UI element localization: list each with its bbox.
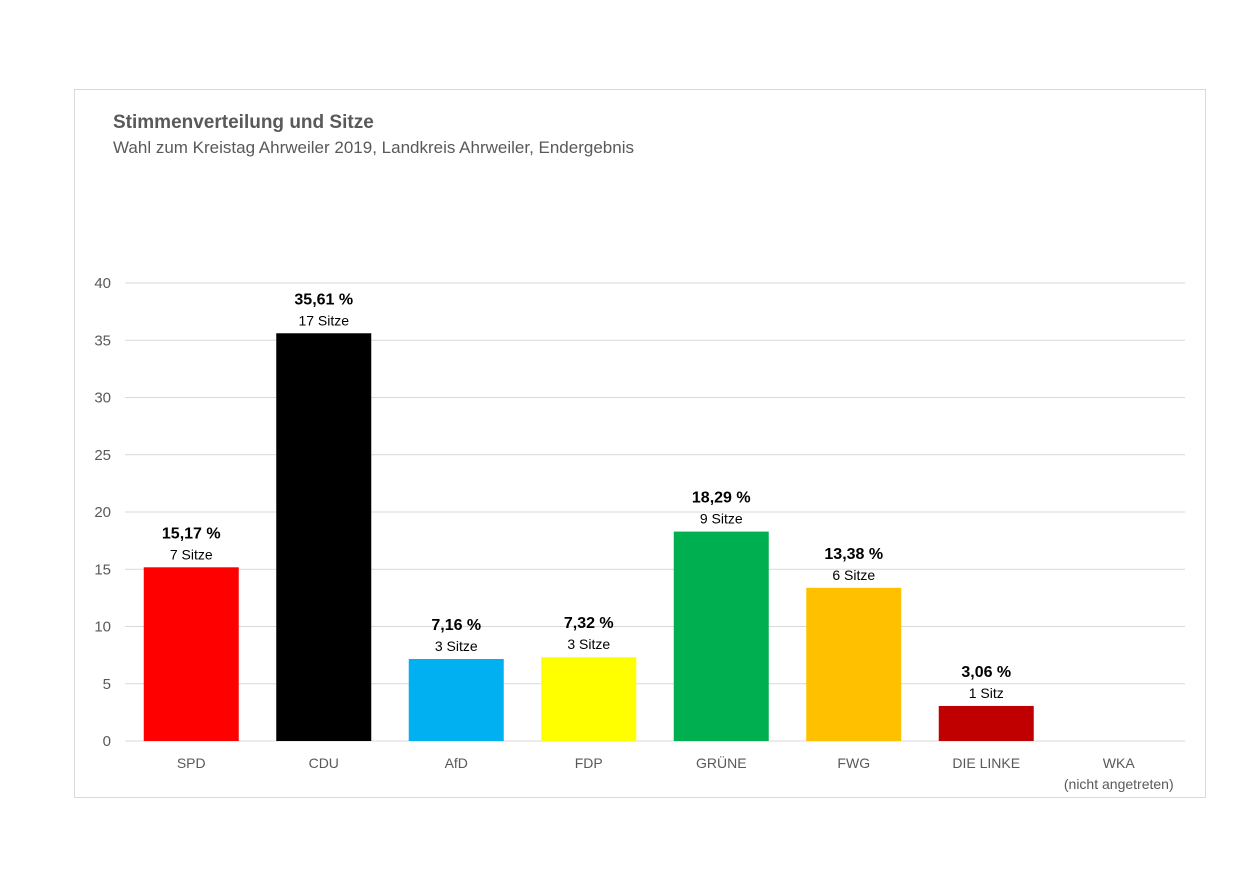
data-label-percent: 13,38 % xyxy=(824,546,883,563)
x-category-label: GRÜNE xyxy=(696,754,747,771)
data-label-percent: 18,29 % xyxy=(692,490,751,507)
y-tick-label: 40 xyxy=(94,275,111,292)
data-label-seats: 3 Sitze xyxy=(567,636,610,652)
y-tick-label: 30 xyxy=(94,390,111,407)
x-category-note: (nicht angetreten) xyxy=(1064,776,1174,792)
data-label-percent: 7,32 % xyxy=(564,615,614,632)
bar-spd xyxy=(143,567,239,741)
y-tick-label: 10 xyxy=(94,619,111,636)
data-label-seats: 7 Sitze xyxy=(170,546,213,562)
data-label-seats: 9 Sitze xyxy=(700,511,743,527)
data-label-percent: 35,61 % xyxy=(294,291,353,308)
data-label-percent: 7,16 % xyxy=(431,617,481,634)
x-category-label: WKA xyxy=(1103,755,1136,771)
chart-title: Stimmenverteilung und Sitze xyxy=(113,112,374,133)
x-category-label: AfD xyxy=(445,755,468,771)
x-category-label: FDP xyxy=(575,755,603,771)
data-label-percent: 15,17 % xyxy=(162,525,221,542)
data-label-seats: 6 Sitze xyxy=(832,567,875,583)
x-category-label: DIE LINKE xyxy=(952,755,1020,771)
y-tick-label: 5 xyxy=(103,676,111,693)
data-label-seats: 17 Sitze xyxy=(298,312,349,328)
bar-cdu xyxy=(276,333,372,741)
bar-afd xyxy=(408,659,504,741)
y-tick-label: 15 xyxy=(94,561,111,578)
data-label-seats: 1 Sitz xyxy=(969,685,1004,701)
data-label-seats: 3 Sitze xyxy=(435,638,478,654)
x-category-label: CDU xyxy=(309,755,339,771)
bar-fdp xyxy=(541,657,637,741)
bar-grüne xyxy=(673,531,769,741)
y-tick-label: 35 xyxy=(94,332,111,349)
data-label-percent: 3,06 % xyxy=(961,664,1011,681)
chart-frame xyxy=(74,89,1206,798)
chart-subtitle: Wahl zum Kreistag Ahrweiler 2019, Landkr… xyxy=(113,138,634,157)
x-category-label: SPD xyxy=(177,755,206,771)
bar-die-linke xyxy=(938,705,1034,741)
y-tick-label: 0 xyxy=(103,733,111,750)
x-category-label: FWG xyxy=(837,755,870,771)
y-tick-label: 20 xyxy=(94,504,111,521)
y-tick-label: 25 xyxy=(94,447,111,464)
bar-fwg xyxy=(806,587,902,741)
